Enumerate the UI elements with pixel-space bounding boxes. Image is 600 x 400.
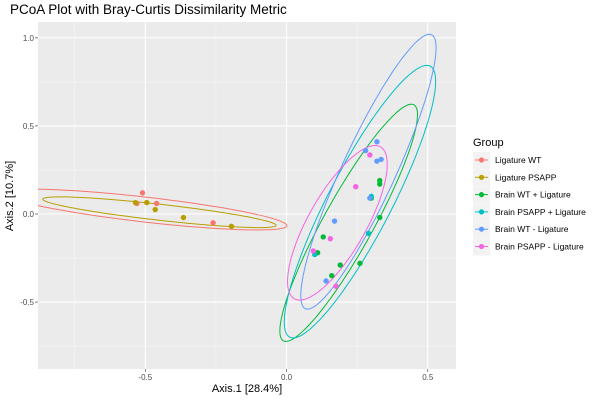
data-point xyxy=(139,190,146,196)
y-tick-label: -0.5 xyxy=(20,298,34,307)
legend-label: Ligature WT xyxy=(495,155,541,165)
data-point xyxy=(353,183,359,190)
legend-items: Ligature WT Ligature PSAPP Brain WT + Liga… xyxy=(473,152,586,256)
legend-label: Brain PSAPP - Ligature xyxy=(495,242,584,252)
data-point xyxy=(323,278,329,284)
panel-background xyxy=(38,22,456,369)
data-point xyxy=(357,260,363,267)
legend-label: Ligature PSAPP xyxy=(495,172,557,182)
x-tick-label: 0.0 xyxy=(281,373,293,382)
y-axis-title: Axis.2 [10.7%] xyxy=(4,161,16,231)
x-tick-label: 0.5 xyxy=(422,373,434,382)
data-point xyxy=(378,156,384,163)
data-point xyxy=(329,272,335,279)
chart-title: PCoA Plot with Bray-Curtis Dissimilarity… xyxy=(10,2,287,17)
data-point xyxy=(144,199,150,206)
data-point xyxy=(331,218,338,224)
data-point xyxy=(153,200,160,207)
y-tick-label: 0.5 xyxy=(23,122,35,131)
data-point xyxy=(327,235,334,242)
legend-key-point xyxy=(478,243,485,250)
data-point xyxy=(367,195,373,201)
y-tick-label: 0.0 xyxy=(23,210,35,219)
legend-key-point xyxy=(478,157,485,163)
data-point xyxy=(210,220,216,226)
data-point xyxy=(374,139,380,145)
x-axis-title: Axis.1 [28.4%] xyxy=(212,383,282,395)
data-point xyxy=(333,283,339,289)
data-point xyxy=(152,206,158,213)
data-point xyxy=(320,234,326,240)
data-point xyxy=(228,223,235,230)
ellipses xyxy=(38,33,437,342)
legend-key-point xyxy=(478,226,485,232)
confidence-ellipse xyxy=(300,33,437,310)
legend-label: Brain PSAPP + Ligature xyxy=(495,207,586,217)
data-point xyxy=(180,214,187,221)
confidence-ellipse xyxy=(286,145,388,301)
confidence-ellipse xyxy=(279,103,419,342)
points xyxy=(132,139,384,289)
data-point xyxy=(377,181,383,187)
legend-key-point xyxy=(478,209,485,215)
data-point xyxy=(132,199,139,206)
data-point xyxy=(362,147,369,154)
legend-label: Brain WT - Ligature xyxy=(495,224,569,234)
legend-key-point xyxy=(478,192,485,198)
axes: -0.5 0.0 0.5 -0.5 0.0 0.5 1.0 xyxy=(20,34,434,382)
confidence-ellipse xyxy=(42,196,277,229)
legend-title: Group xyxy=(473,137,504,149)
legend-key-point xyxy=(478,174,485,180)
data-point xyxy=(374,158,380,164)
confidence-ellipse xyxy=(38,188,288,231)
confidence-ellipse xyxy=(283,64,437,339)
data-point xyxy=(365,230,372,237)
legend-label: Brain WT + Ligature xyxy=(495,190,571,200)
data-point xyxy=(310,248,317,254)
legend: Group Ligature WT Ligature PSAPP Brain WT … xyxy=(473,137,586,256)
y-tick-label: 1.0 xyxy=(23,34,35,43)
data-point xyxy=(377,214,383,221)
data-point xyxy=(367,152,373,158)
plot-panel xyxy=(38,22,456,369)
x-tick-label: -0.5 xyxy=(138,373,152,382)
data-point xyxy=(337,262,343,268)
